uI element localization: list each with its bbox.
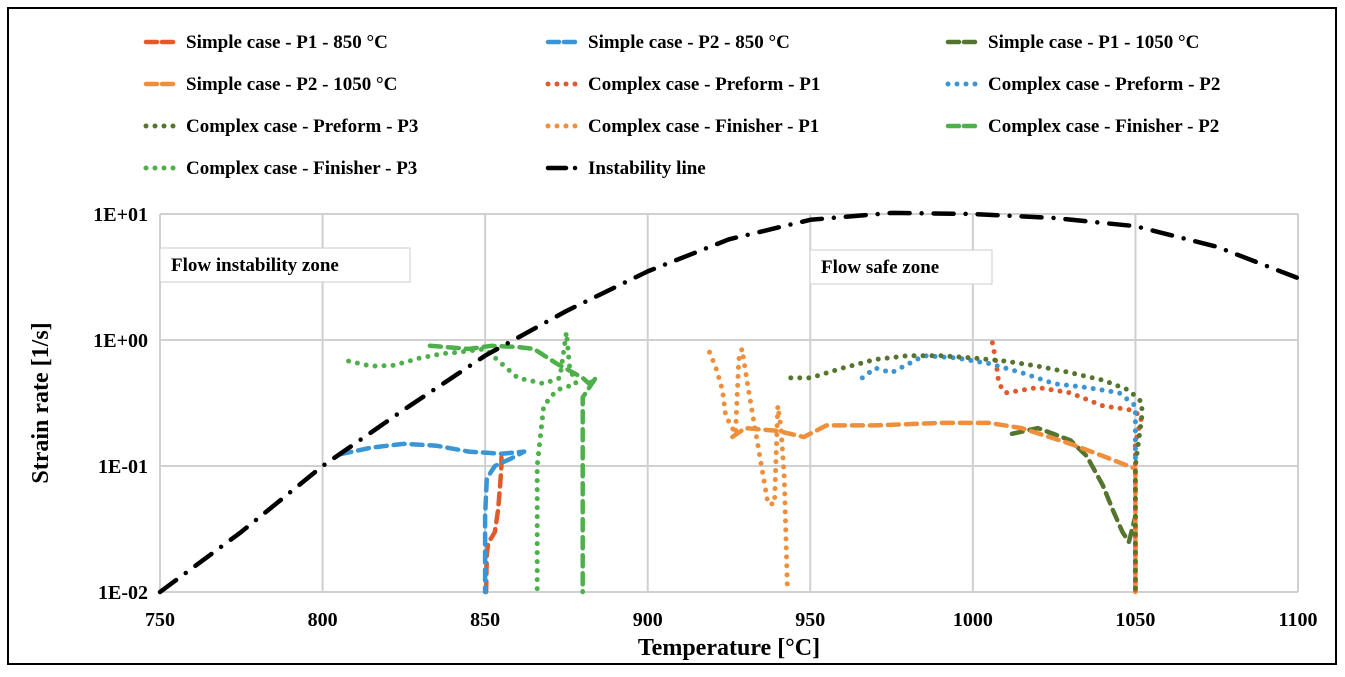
y-tick-label: 1E-02 [98,582,148,604]
legend: Simple case - P1 - 850 °C Simple case - P… [143,32,1220,179]
chart-frame [7,7,1337,665]
safe-zone-label: Flow safe zone [821,257,939,278]
series-line-8 [427,343,598,595]
legend-label: Complex case - Finisher - P1 [588,116,819,137]
x-tick-label: 1000 [953,609,993,631]
y-tick-label: 1E+01 [93,204,148,226]
x-tick-label: 750 [145,609,175,631]
x-axis-title: Temperature [°C] [638,635,820,661]
legend-label: Complex case - Preform - P3 [186,116,418,137]
safe-zone-box [809,249,993,285]
series-line-9 [346,329,579,595]
legend-item: Instability line [545,158,706,179]
x-tick-label: 1050 [1115,609,1155,631]
series-line-4 [989,340,1145,595]
instability-zone-label: Flow instability zone [171,255,339,276]
legend-item: Complex case - Finisher - P1 [545,116,819,137]
legend-label: Instability line [588,158,706,179]
x-tick-label: 800 [308,609,338,631]
legend-label: Simple case - P1 - 1050 °C [988,32,1199,53]
series-line-7 [707,346,790,595]
x-tick-label: 900 [633,609,663,631]
legend-item: Simple case - P1 - 850 °C [143,32,388,53]
legend-item: Simple case - P1 - 1050 °C [945,32,1199,53]
legend-item: Complex case - Finisher - P2 [945,116,1219,137]
series-line-6 [788,353,1145,595]
y-tick-label: 1E+00 [93,330,148,352]
legend-label: Simple case - P2 - 1050 °C [186,74,397,95]
x-tick-labels: 750 800 850 900 950 1000 1050 1100 [145,609,1317,631]
x-tick-label: 950 [795,609,825,631]
legend-label: Complex case - Preform - P2 [988,74,1220,95]
y-tick-label: 1E-01 [98,456,148,478]
legend-item: Complex case - Preform - P1 [545,74,820,95]
y-tick-labels: 1E-02 1E-01 1E+00 1E+01 [93,204,148,604]
legend-label: Complex case - Preform - P1 [588,74,820,95]
annotations: Flow instability zone Flow safe zone [159,247,993,285]
legend-label: Simple case - P2 - 850 °C [588,32,790,53]
legend-label: Complex case - Finisher - P2 [988,116,1219,137]
legend-item: Simple case - P2 - 850 °C [545,32,790,53]
series-line-5 [859,353,1138,469]
series-line-2 [1009,425,1138,595]
legend-label: Simple case - P1 - 850 °C [186,32,388,53]
series-line-1 [338,441,527,595]
legend-item: Simple case - P2 - 1050 °C [143,74,397,95]
legend-item: Complex case - Preform - P3 [143,116,418,137]
legend-item: Complex case - Preform - P2 [945,74,1220,95]
x-tick-label: 850 [470,609,500,631]
series-line-3 [730,420,1138,595]
y-axis-title: Strain rate [1/s] [28,322,54,483]
x-tick-label: 1100 [1279,609,1318,631]
series-line-10 [157,210,1301,595]
series-line-0 [483,453,504,595]
legend-label: Complex case - Finisher - P3 [186,158,417,179]
instability-zone-box [159,247,411,283]
series-layer [157,210,1301,595]
legend-item: Complex case - Finisher - P3 [143,158,417,179]
